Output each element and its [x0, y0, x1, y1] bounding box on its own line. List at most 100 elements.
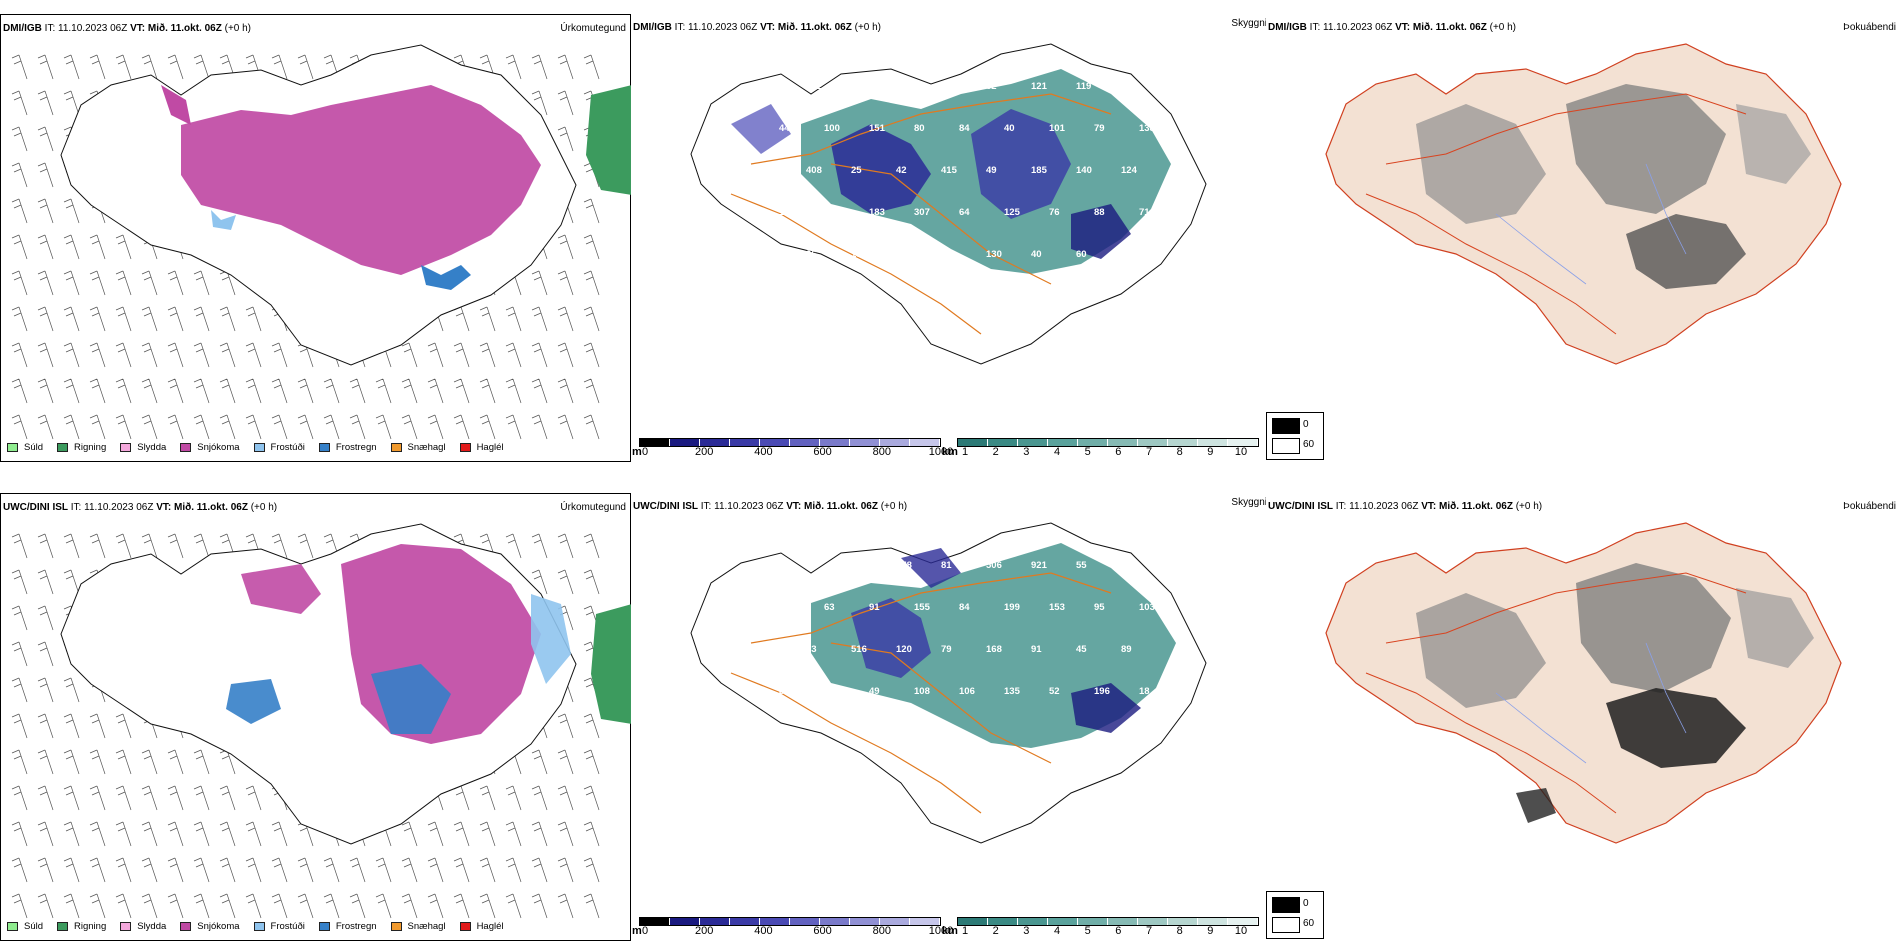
wind-barb: [219, 893, 236, 919]
wind-barb: [375, 378, 392, 404]
colorbar-tick: 200: [695, 925, 714, 937]
wind-barb: [115, 893, 132, 919]
visibility-value: 91: [869, 602, 880, 613]
visibility-value: 103: [1139, 602, 1155, 613]
colorbar-tick: 600: [813, 446, 832, 458]
wind-barb: [427, 821, 444, 847]
visibility-value: 79: [1094, 123, 1105, 134]
colorbar-tick: 2: [992, 446, 999, 458]
wind-barb: [453, 821, 470, 847]
wind-barb: [141, 893, 158, 919]
wind-barb: [11, 785, 28, 811]
visibility-value: 80: [914, 123, 925, 134]
visibility-value: 83: [806, 644, 817, 655]
wind-barb: [557, 749, 574, 775]
visibility-value: 63: [824, 602, 835, 613]
wind-barb: [193, 821, 210, 847]
wind-barb: [531, 378, 548, 404]
wind-barb: [11, 342, 28, 368]
wind-barb: [505, 893, 522, 919]
wind-barb: [557, 533, 574, 559]
wind-barb: [141, 414, 158, 440]
wind-barb: [297, 533, 314, 559]
visibility-value: 18: [1139, 686, 1150, 697]
wind-barb: [505, 821, 522, 847]
visibility-value: 196: [1094, 686, 1110, 697]
colorbar-tick: 1: [961, 925, 969, 937]
precip-legend-item: Frostúði: [253, 442, 305, 453]
wind-barb: [63, 90, 80, 116]
vt-label: VT:: [786, 501, 802, 512]
colorbar-tick: 1: [961, 446, 969, 458]
wind-barb: [583, 54, 600, 80]
visibility-map: 134 98 113 178 81 506 921 55 778 130 63 91 155 84 199 1…: [690, 522, 1207, 844]
legend-label: Haglél: [476, 921, 504, 932]
visibility-value: 921: [1031, 560, 1048, 571]
wind-barb: [115, 414, 132, 440]
wind-barb: [479, 378, 496, 404]
visibility-value: 721: [761, 644, 778, 655]
fog-legend-label-60: 60: [1303, 439, 1315, 450]
wind-barb: [557, 857, 574, 883]
visibility-value: 55: [1076, 560, 1087, 571]
visibility-panel-row2: 134 98 113 178 81 506 921 55 778 130 63 91 155 84 199 1…: [631, 493, 1267, 941]
wind-barb: [37, 605, 54, 631]
wind-barb: [531, 414, 548, 440]
visibility-panel-row1: 455 142 242 29 332 62 121 119 443 442 100 151 80 84 40…: [631, 14, 1267, 462]
wind-barb: [453, 378, 470, 404]
wind-barb: [583, 342, 600, 368]
wind-barb: [479, 342, 496, 368]
legend-swatch: [57, 922, 69, 931]
wind-barb: [11, 605, 28, 631]
visibility-value: 146: [824, 686, 840, 697]
wind-barb: [141, 306, 158, 332]
colorbar-segment: [700, 439, 730, 446]
colorbar-segment: [760, 439, 790, 446]
offset: (+0 h): [1515, 501, 1543, 512]
model-name: DMI/IGB: [633, 22, 672, 33]
colorbar-segment: [1138, 918, 1168, 925]
wind-barb: [63, 821, 80, 847]
wind-barb: [219, 342, 236, 368]
wind-barb: [427, 893, 444, 919]
wind-barb: [63, 342, 80, 368]
model-name: DMI/IGB: [3, 23, 42, 34]
wind-barb: [167, 414, 184, 440]
wind-barb: [193, 270, 210, 296]
visibility-value: 178: [896, 560, 912, 571]
it-value: 11.10.2023 06Z: [1323, 22, 1393, 33]
legend-label: Rigning: [74, 442, 107, 453]
visibility-value: 168: [986, 644, 1002, 655]
precip-legend-item: Frostregn: [318, 442, 377, 453]
wind-barb: [141, 54, 158, 80]
fog-legend-label-0: 0: [1303, 898, 1309, 909]
wind-barb: [245, 857, 262, 883]
visibility-value: 91: [1031, 644, 1042, 655]
wind-barb: [245, 378, 262, 404]
colorbar-tick: 5: [1084, 925, 1091, 937]
colorbar-segment: [820, 439, 850, 446]
visibility-value: 64: [959, 207, 970, 218]
wind-barb: [531, 533, 548, 559]
visibility-value: 242: [851, 81, 867, 92]
wind-barb: [401, 378, 418, 404]
colorbar-tick: 1000: [928, 925, 954, 937]
precip-panel-row1: DMI/IGB IT: 11.10.2023 06Z VT: Mið. 11.o…: [0, 14, 632, 462]
legend-swatch: [120, 443, 132, 452]
wind-barb: [11, 234, 28, 260]
wind-barb: [557, 234, 574, 260]
wind-barb: [11, 713, 28, 739]
wind-barb: [115, 713, 132, 739]
wind-barb: [37, 54, 54, 80]
wind-barb: [63, 234, 80, 260]
wind-barb: [193, 306, 210, 332]
precip-legend-item: Frostregn: [318, 921, 377, 932]
colorbar-segment: [988, 439, 1018, 446]
it-label: IT:: [1309, 22, 1321, 33]
visibility-values: 134 98 113 178 81 506 921 55 778 130 63 91 155 84 199 1…: [761, 560, 1155, 697]
precip-legend-item: Snjókoma: [180, 442, 240, 453]
wind-barb: [37, 677, 54, 703]
wind-barb: [89, 270, 106, 296]
precip-legend-item: Snæhagl: [390, 921, 446, 932]
legend-swatch: [180, 443, 192, 452]
